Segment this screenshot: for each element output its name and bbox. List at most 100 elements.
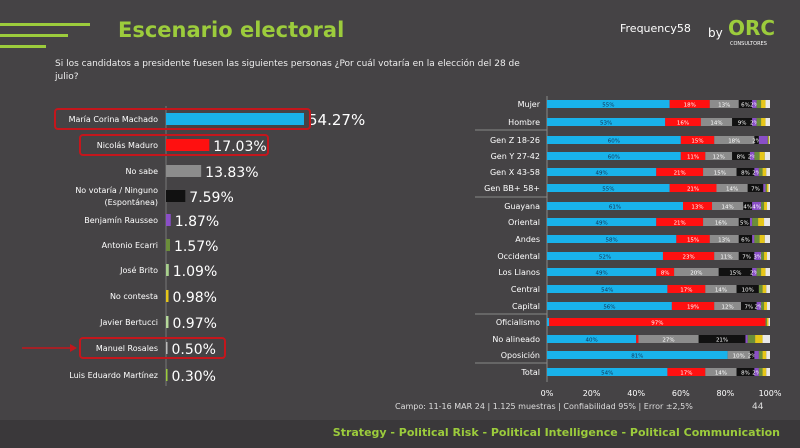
- segment-other: [761, 252, 765, 260]
- category-label: No alineado: [492, 335, 540, 344]
- by-text: by: [708, 26, 723, 40]
- segment-other: [766, 351, 770, 359]
- segment-label: 10%: [742, 288, 754, 294]
- segment-machado: [547, 184, 670, 192]
- segment-label: 7%: [744, 305, 753, 311]
- page-title: Escenario electoral: [118, 18, 345, 42]
- category-label: No sabe: [126, 167, 159, 176]
- segment-machado: [547, 152, 681, 160]
- segment-machado: [547, 136, 681, 144]
- segment-other: [764, 152, 770, 160]
- bar: [166, 316, 169, 328]
- segment-label: 2%: [752, 171, 761, 177]
- segment-maduro: [636, 335, 639, 343]
- value-label: 1.09%: [173, 264, 217, 280]
- segment-machado: [547, 368, 668, 376]
- category-label: No contesta: [110, 292, 158, 301]
- segment-maduro: [671, 302, 715, 310]
- segment-label: 23%: [682, 255, 694, 261]
- segment-rausseo: [754, 368, 759, 376]
- segment-nosabe: [703, 168, 737, 176]
- segment-nosabe: [714, 252, 739, 260]
- segment-label: 49%: [596, 271, 608, 277]
- segment-other: [764, 218, 770, 226]
- segment-novotaria: [743, 202, 753, 210]
- segment-machado: [547, 118, 666, 126]
- segment-other: [766, 368, 770, 376]
- x-tick-label: 100%: [759, 389, 782, 398]
- segment-label: 17%: [680, 288, 692, 294]
- segment-machado: [547, 235, 677, 243]
- segment-maduro: [549, 318, 766, 326]
- bar: [166, 139, 210, 151]
- segment-other: [759, 235, 765, 243]
- segment-nosabe: [727, 351, 750, 359]
- partner-subtitle: CONSULTORES: [730, 41, 767, 47]
- segment-label: 15%: [691, 139, 703, 145]
- segment-label: 58%: [606, 238, 618, 244]
- segment-nosabe: [709, 235, 739, 243]
- segment-nosabe: [716, 184, 748, 192]
- segment-label: 2%: [750, 103, 759, 109]
- segment-label: 21%: [687, 187, 699, 193]
- segment-label: 16%: [677, 121, 689, 127]
- value-label: 0.97%: [172, 316, 216, 332]
- segment-label: 27%: [662, 338, 674, 344]
- segment-label: 40%: [585, 338, 597, 344]
- segment-nosabe: [674, 268, 719, 276]
- highlight-box: [79, 134, 269, 156]
- segment-label: 16%: [715, 221, 727, 227]
- value-label: 0.98%: [172, 290, 216, 306]
- segment-other: [747, 335, 756, 343]
- category-label: Nicolás Maduro: [97, 141, 158, 150]
- segment-novotaria: [732, 118, 753, 126]
- segment-label: 18%: [684, 103, 696, 109]
- segment-machado: [547, 268, 657, 276]
- segment-other: [767, 252, 770, 260]
- segment-novotaria: [718, 268, 753, 276]
- category-label: Oposición: [501, 350, 540, 360]
- category-label: (Espontánea): [105, 198, 158, 207]
- segment-other: [755, 335, 763, 343]
- segment-label: 8%: [741, 371, 750, 377]
- segment-rausseo: [758, 136, 768, 144]
- category-label: Andes: [515, 235, 540, 244]
- segment-rausseo: [754, 351, 759, 359]
- segment-other: [758, 218, 765, 226]
- bar: [166, 113, 304, 125]
- segment-label: 13%: [718, 103, 730, 109]
- segment-novotaria: [749, 351, 755, 359]
- category-label: Benjamín Rausseo: [84, 216, 158, 225]
- segment-nosabe: [714, 302, 742, 310]
- segment-maduro: [667, 368, 706, 376]
- segment-label: 49%: [596, 221, 608, 227]
- segment-novotaria: [736, 168, 755, 176]
- value-label: 13.83%: [205, 165, 258, 181]
- category-label: Capital: [512, 302, 540, 311]
- segment-rausseo: [754, 252, 762, 260]
- segment-other: [767, 302, 770, 310]
- segment-rausseo: [749, 152, 755, 160]
- segment-label: 2%: [752, 371, 761, 377]
- segment-label: 19%: [687, 305, 699, 311]
- segment-rausseo: [752, 118, 757, 126]
- segment-other: [752, 218, 759, 226]
- segment-label: 4%: [752, 205, 761, 211]
- segment-label: 15%: [687, 238, 699, 244]
- segment-novotaria: [732, 152, 750, 160]
- segment-other: [764, 252, 768, 260]
- segment-other: [768, 318, 770, 326]
- segment-label: 4%: [743, 205, 752, 211]
- value-label: 0.50%: [172, 342, 216, 358]
- segment-nosabe: [638, 335, 699, 343]
- category-label: Oficialismo: [496, 318, 540, 327]
- category-label: Manuel Rosales: [96, 344, 158, 353]
- segment-rausseo: [752, 202, 762, 210]
- segment-nosabe: [714, 136, 755, 144]
- segment-label: 14%: [715, 371, 727, 377]
- segment-other: [761, 202, 765, 210]
- segment-label: 10%: [733, 354, 745, 360]
- segment-other: [768, 136, 770, 144]
- value-label: 17.03%: [213, 139, 266, 155]
- category-label: María Corina Machado: [69, 115, 159, 124]
